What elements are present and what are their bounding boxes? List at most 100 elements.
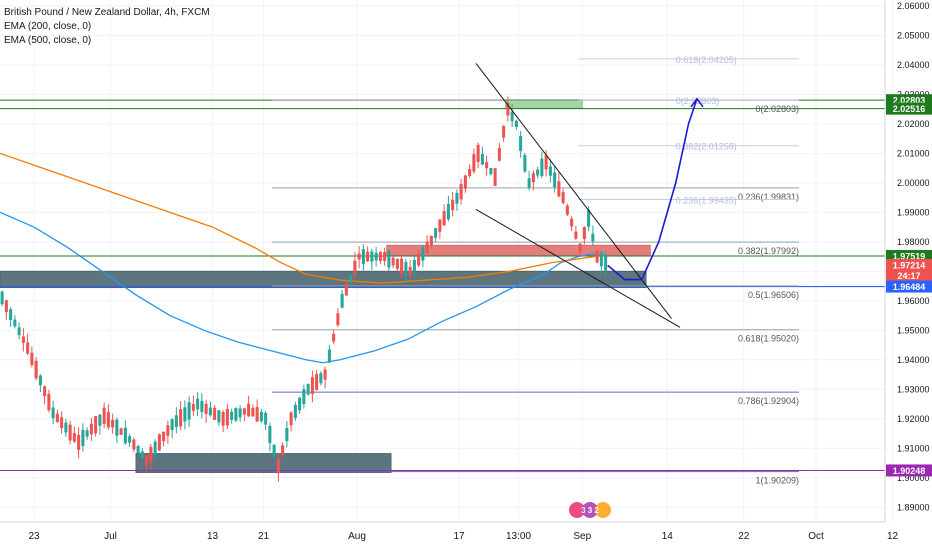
candle-body [387, 250, 391, 268]
candle-body [323, 369, 327, 380]
candle-body [412, 259, 416, 271]
candle-body [289, 412, 293, 426]
price-badge: 1.90248 [886, 464, 932, 477]
candle-body [510, 111, 514, 122]
price-tick-label: 1.95000 [897, 325, 930, 335]
candle-body [77, 434, 81, 450]
candle-body [64, 422, 68, 433]
fib-label: 0.382(1.97992) [738, 246, 799, 256]
candle-body [238, 408, 242, 418]
price-tick-label: 2.01000 [897, 148, 930, 158]
candle-body [357, 253, 361, 260]
candle-body [353, 260, 357, 275]
candle-body [298, 397, 302, 411]
candle-body [259, 411, 263, 422]
candle-body [442, 211, 446, 226]
candle-body [599, 252, 603, 267]
candle-body [55, 413, 59, 423]
ema-line [0, 152, 596, 284]
candle-body [200, 400, 204, 413]
candle-body [502, 125, 506, 138]
candle-body [395, 259, 399, 269]
forecast-arrowhead [690, 97, 704, 108]
candle-body [26, 342, 30, 354]
zone-support [0, 270, 647, 289]
candle-body [565, 205, 569, 215]
candle-body [268, 425, 272, 444]
candle-body [531, 173, 535, 183]
price-badge-text: 1.97214 [893, 261, 926, 271]
candle-body [327, 349, 331, 363]
fib-faint-label: 0.382(2.01258) [676, 142, 737, 152]
candle-body [196, 398, 200, 410]
fib-label: 0.618(1.95020) [738, 334, 799, 344]
candle-body [21, 336, 25, 343]
candle-body [425, 242, 429, 254]
candle-body [336, 313, 340, 326]
candle-body [162, 431, 166, 442]
candle-body [400, 258, 404, 275]
candle-body [230, 411, 234, 420]
candle-body [523, 154, 527, 172]
fib-label: 0.786(1.92904) [738, 396, 799, 406]
candle-body [378, 252, 382, 261]
price-tick-label: 1.89000 [897, 502, 930, 512]
indicator-ema-500[interactable]: EMA (500, close, 0) [4, 35, 92, 46]
candle-body [506, 102, 510, 116]
chart-legend: British Pound / New Zealand Dollar, 4h, … [4, 6, 210, 48]
candle-body [98, 414, 102, 426]
candle-body [153, 441, 157, 455]
candle-body [374, 252, 378, 261]
candle-body [519, 136, 523, 151]
candle-body [306, 384, 310, 395]
time-tick-label: 13 [207, 531, 219, 542]
candle-body [106, 412, 110, 428]
candle-body [191, 404, 195, 411]
time-tick-label: 14 [662, 531, 674, 542]
candle-body [548, 166, 552, 176]
price-badge-bg [886, 259, 932, 272]
candle-body [455, 192, 459, 204]
candle-body [480, 153, 484, 165]
time-tick-label: 13:00 [506, 531, 531, 542]
price-badge-bg [886, 280, 932, 293]
candle-body [315, 373, 319, 390]
event-dot-2 [582, 502, 598, 518]
time-tick-label: 12 [887, 531, 899, 542]
candle-body [497, 148, 501, 161]
fib-faint-label: 0.618(2.04205) [676, 55, 737, 65]
price-tick-label: 1.92000 [897, 414, 930, 424]
candle-body [9, 309, 13, 320]
candle-body [47, 393, 51, 411]
candle-body [404, 261, 408, 276]
candle-body [255, 407, 259, 422]
candle-body [561, 192, 565, 204]
candle-body [247, 403, 251, 417]
candle-body [582, 227, 586, 239]
candle-body [310, 377, 314, 394]
candle-body [170, 419, 174, 431]
price-badge-text: 24:17 [897, 271, 920, 281]
symbol-title: British Pound / New Zealand Dollar, 4h, … [4, 7, 210, 18]
fib-label: 1(1.90209) [755, 476, 799, 486]
candle-body [123, 427, 127, 444]
candle-body [30, 352, 34, 366]
candle-body [68, 424, 72, 441]
candle-body [208, 407, 212, 416]
time-tick-label: Sep [573, 531, 591, 542]
candle-body [225, 409, 229, 426]
fib-label: 0.5(1.96506) [748, 290, 799, 300]
candle-body [81, 429, 85, 446]
candle-body [446, 203, 450, 220]
fib-label: 0(2.02803) [755, 104, 799, 114]
event-dot-1 [569, 502, 585, 518]
zone-july-low [135, 453, 392, 473]
price-badge-text: 1.96484 [893, 282, 926, 292]
indicator-ema-200[interactable]: EMA (200, close, 0) [4, 21, 92, 32]
price-badge-bg [886, 269, 932, 282]
candle-body [493, 168, 497, 186]
price-badge: 24:17 [886, 269, 932, 282]
candle-body [595, 250, 599, 263]
